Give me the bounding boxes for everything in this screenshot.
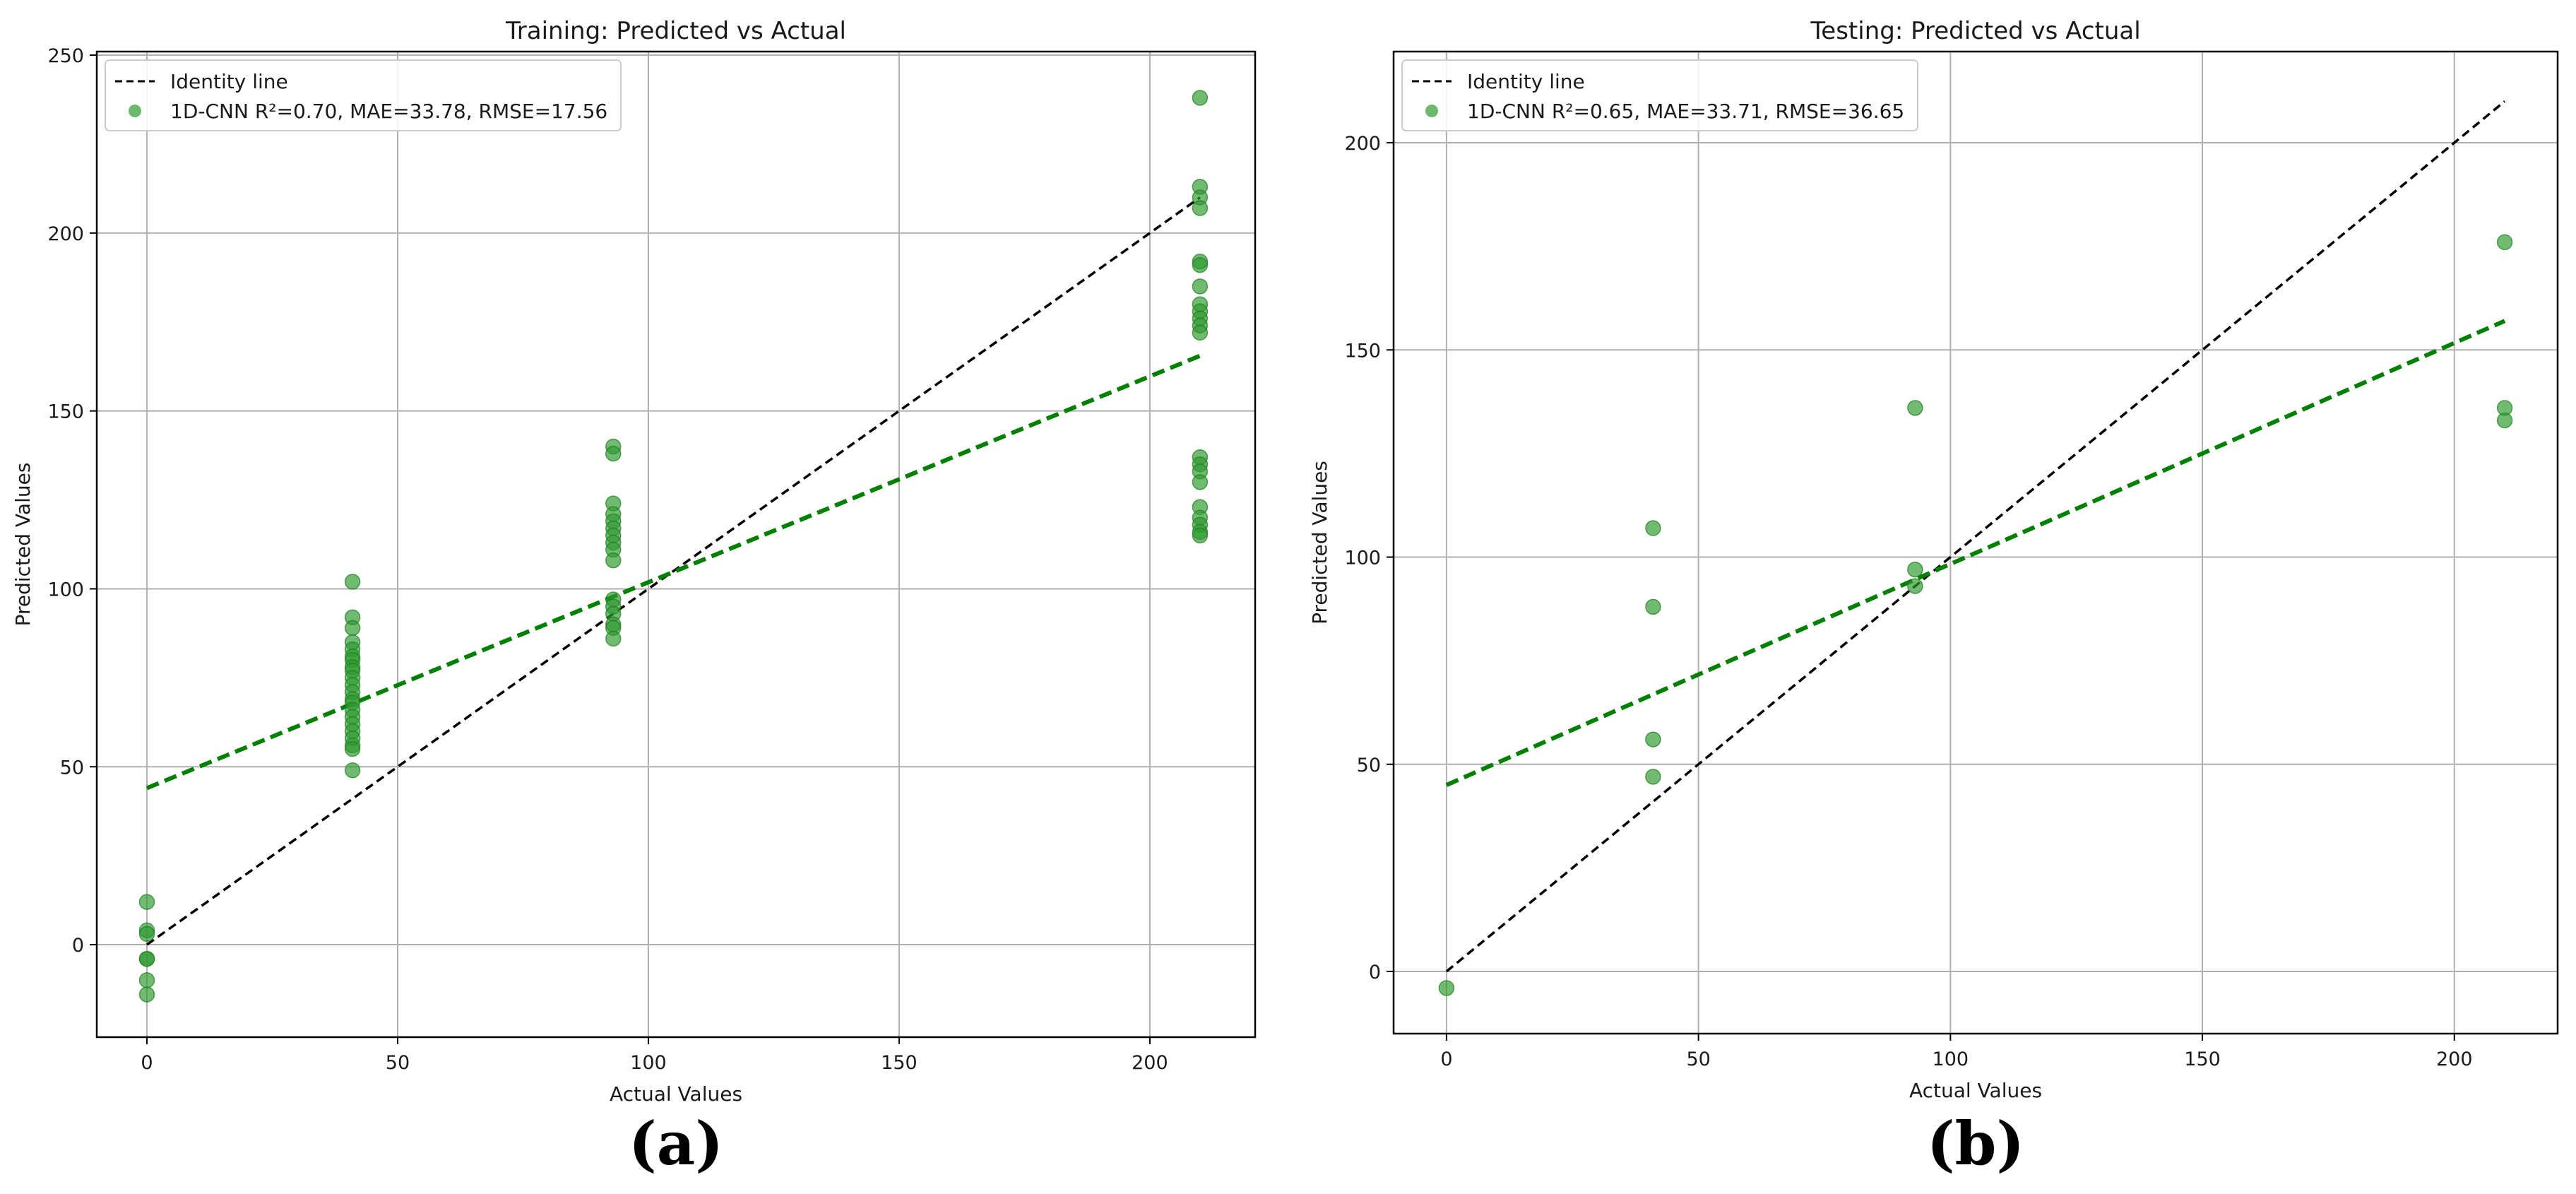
scatter-point xyxy=(1907,578,1923,594)
legend-series-marker-training xyxy=(129,105,141,117)
scatter-point xyxy=(1438,980,1455,996)
x-tick-label: 0 xyxy=(141,1052,153,1074)
scatter-point xyxy=(1192,324,1209,341)
scatter-point xyxy=(344,762,361,779)
scatter-point xyxy=(138,986,155,1003)
scatter-point xyxy=(1907,400,1923,416)
grid-training xyxy=(97,52,1255,1037)
y-axis-label-testing: Predicted Values xyxy=(1308,461,1331,625)
scatter-point xyxy=(1645,598,1661,615)
scatter-point xyxy=(2496,234,2513,251)
y-tick-label: 100 xyxy=(47,579,84,601)
scatter-point xyxy=(344,620,361,637)
scatter-point xyxy=(1192,527,1209,544)
y-tick-label: 50 xyxy=(60,757,84,779)
scatter-point xyxy=(1645,769,1661,785)
chart-title-testing: Testing: Predicted vs Actual xyxy=(1810,17,2140,45)
legend-series-label-training: 1D-CNN R²=0.70, MAE=33.78, RMSE=17.56 xyxy=(170,100,607,123)
fit-line-testing xyxy=(1445,319,2506,787)
grid-testing xyxy=(1394,52,2558,1034)
x-tick-label: 0 xyxy=(1440,1048,1452,1070)
scatter-point xyxy=(138,972,155,988)
scatter-points-training xyxy=(138,90,1209,1003)
panel-label-a: (a) xyxy=(629,1109,723,1178)
scatter-point xyxy=(1907,561,1923,578)
plot-frame-training xyxy=(95,50,1257,1039)
scatter-points-testing xyxy=(1438,234,2513,996)
scatter-point xyxy=(1645,731,1661,747)
scatter-point xyxy=(1645,520,1661,536)
y-tick-label: 250 xyxy=(47,45,84,67)
scatter-point xyxy=(138,926,155,942)
identity-line-testing xyxy=(1445,100,2506,973)
scatter-point xyxy=(1192,278,1209,295)
scatter-point xyxy=(344,740,361,757)
y-tick-label: 50 xyxy=(1357,755,1381,776)
scatter-point xyxy=(1192,200,1209,216)
identity-line-path xyxy=(1445,100,2506,973)
fit-line-path xyxy=(1445,319,2506,787)
plot-frame-testing xyxy=(1392,50,2559,1035)
scatter-point xyxy=(605,630,622,647)
x-tick-label: 100 xyxy=(630,1052,667,1074)
legend-testing: Identity line 1D-CNN R²=0.65, MAE=33.71,… xyxy=(1401,59,1918,131)
fit-line-path xyxy=(146,353,1201,791)
legend-series-label-testing: 1D-CNN R²=0.65, MAE=33.71, RMSE=36.65 xyxy=(1467,100,1904,123)
fit-line-training xyxy=(146,353,1201,791)
y-tick-label: 200 xyxy=(47,223,84,245)
panel-label-b: (b) xyxy=(1927,1109,2024,1178)
x-tick-label: 200 xyxy=(2436,1048,2473,1070)
y-axis-label-training: Predicted Values xyxy=(11,463,35,627)
scatter-point xyxy=(138,950,155,967)
scatter-point xyxy=(344,574,361,590)
legend-identity-label-testing: Identity line xyxy=(1467,70,1585,93)
scatter-point xyxy=(605,445,622,462)
scatter-point xyxy=(2496,412,2513,429)
x-tick-label: 50 xyxy=(1686,1048,1710,1070)
x-axis-label-training: Actual Values xyxy=(610,1082,742,1106)
legend-box-training xyxy=(105,59,622,131)
scatter-point xyxy=(1192,90,1209,106)
y-tick-label: 200 xyxy=(1344,133,1381,155)
legend-series-marker-testing xyxy=(1425,105,1438,117)
x-tick-label: 150 xyxy=(2184,1048,2221,1070)
y-tick-label: 0 xyxy=(72,935,84,957)
chart-testing: 0 50 100 150 200 0 50 100 150 200 Testing: Predic… xyxy=(1308,17,2559,1178)
identity-line-path xyxy=(146,196,1201,946)
scatter-point xyxy=(138,894,155,910)
scatter-point xyxy=(1192,474,1209,490)
x-tick-label: 200 xyxy=(1132,1052,1168,1074)
scatter-point xyxy=(1192,256,1209,273)
y-tick-label: 100 xyxy=(1344,548,1381,569)
identity-line-training xyxy=(146,196,1201,946)
x-tick-label: 150 xyxy=(881,1052,918,1074)
legend-training: Identity line 1D-CNN R²=0.70, MAE=33.78,… xyxy=(105,59,622,131)
x-axis-label-testing: Actual Values xyxy=(1909,1079,2042,1102)
legend-identity-label-training: Identity line xyxy=(170,70,288,93)
y-tick-label: 0 xyxy=(1369,962,1381,983)
chart-training: 0 50 100 150 200 0 50 100 150 200 250 Training: Pr… xyxy=(11,17,1257,1178)
ticks-training: 0 50 100 150 200 0 50 100 150 200 250 xyxy=(47,45,1168,1074)
y-tick-label: 150 xyxy=(1344,340,1381,362)
legend-box-testing xyxy=(1401,59,1918,131)
chart-title-training: Training: Predicted vs Actual xyxy=(505,17,846,45)
ticks-testing: 0 50 100 150 200 0 50 100 150 200 xyxy=(1344,133,2472,1070)
y-tick-label: 150 xyxy=(47,401,84,423)
x-tick-label: 50 xyxy=(386,1052,410,1074)
scatter-point xyxy=(605,552,622,569)
x-tick-label: 100 xyxy=(1933,1048,1969,1070)
